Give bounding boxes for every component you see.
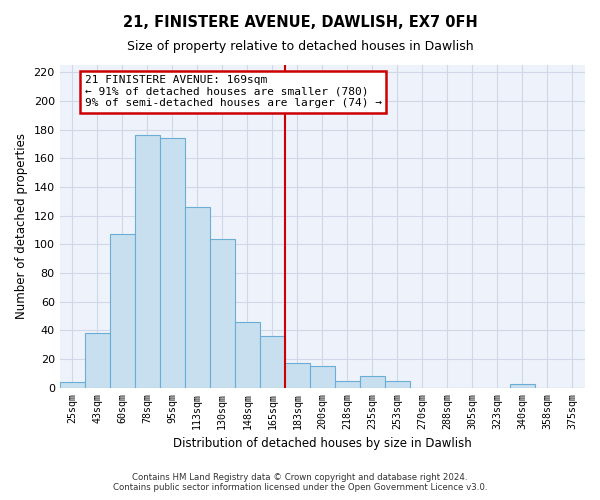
Text: Size of property relative to detached houses in Dawlish: Size of property relative to detached ho… <box>127 40 473 53</box>
Text: Contains HM Land Registry data © Crown copyright and database right 2024.
Contai: Contains HM Land Registry data © Crown c… <box>113 473 487 492</box>
Bar <box>210 238 235 388</box>
Bar <box>135 136 160 388</box>
Bar <box>160 138 185 388</box>
Y-axis label: Number of detached properties: Number of detached properties <box>15 134 28 320</box>
Bar <box>260 336 285 388</box>
Bar <box>110 234 135 388</box>
Bar <box>235 322 260 388</box>
Bar <box>59 382 85 388</box>
Bar <box>310 366 335 388</box>
Bar <box>335 380 360 388</box>
Bar <box>510 384 535 388</box>
Bar <box>185 207 210 388</box>
Text: 21 FINISTERE AVENUE: 169sqm
← 91% of detached houses are smaller (780)
9% of sem: 21 FINISTERE AVENUE: 169sqm ← 91% of det… <box>85 75 382 108</box>
Bar <box>360 376 385 388</box>
X-axis label: Distribution of detached houses by size in Dawlish: Distribution of detached houses by size … <box>173 437 472 450</box>
Bar <box>385 380 410 388</box>
Text: 21, FINISTERE AVENUE, DAWLISH, EX7 0FH: 21, FINISTERE AVENUE, DAWLISH, EX7 0FH <box>122 15 478 30</box>
Bar <box>85 334 110 388</box>
Bar <box>285 364 310 388</box>
